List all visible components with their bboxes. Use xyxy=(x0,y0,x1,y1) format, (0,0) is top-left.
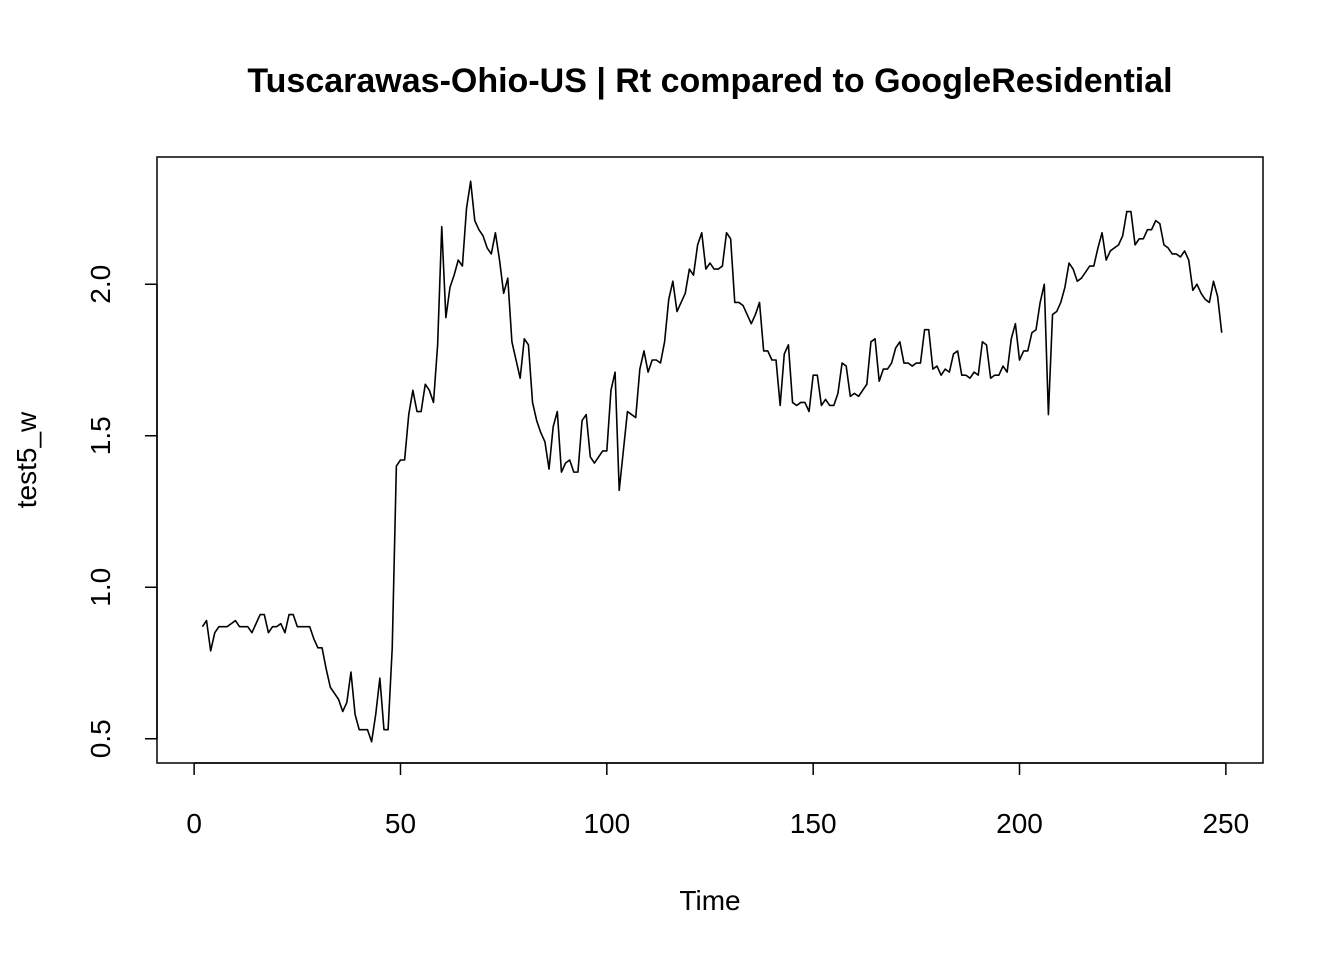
chart-title: Tuscarawas-Ohio-US | Rt compared to Goog… xyxy=(247,62,1172,100)
x-axis: 0 50 100 150 200 250 xyxy=(186,762,1249,839)
series-line xyxy=(201,180,1223,743)
y-axis: 0.5 1.0 1.5 2.0 xyxy=(85,265,158,758)
x-tick-label: 250 xyxy=(1202,808,1249,839)
x-tick-label: 100 xyxy=(583,808,630,839)
x-axis-label: Time xyxy=(679,885,740,916)
x-tick-label: 50 xyxy=(385,808,416,839)
y-tick-label: 2.0 xyxy=(85,265,116,304)
x-tick-label: 150 xyxy=(790,808,837,839)
y-tick-label: 0.5 xyxy=(85,719,116,758)
y-tick-label: 1.5 xyxy=(85,416,116,455)
y-axis-label: test5_w xyxy=(11,411,42,508)
x-tick-label: 200 xyxy=(996,808,1043,839)
plot-frame xyxy=(156,156,1264,764)
x-tick-label: 0 xyxy=(186,808,202,839)
y-tick-label: 1.0 xyxy=(85,568,116,607)
